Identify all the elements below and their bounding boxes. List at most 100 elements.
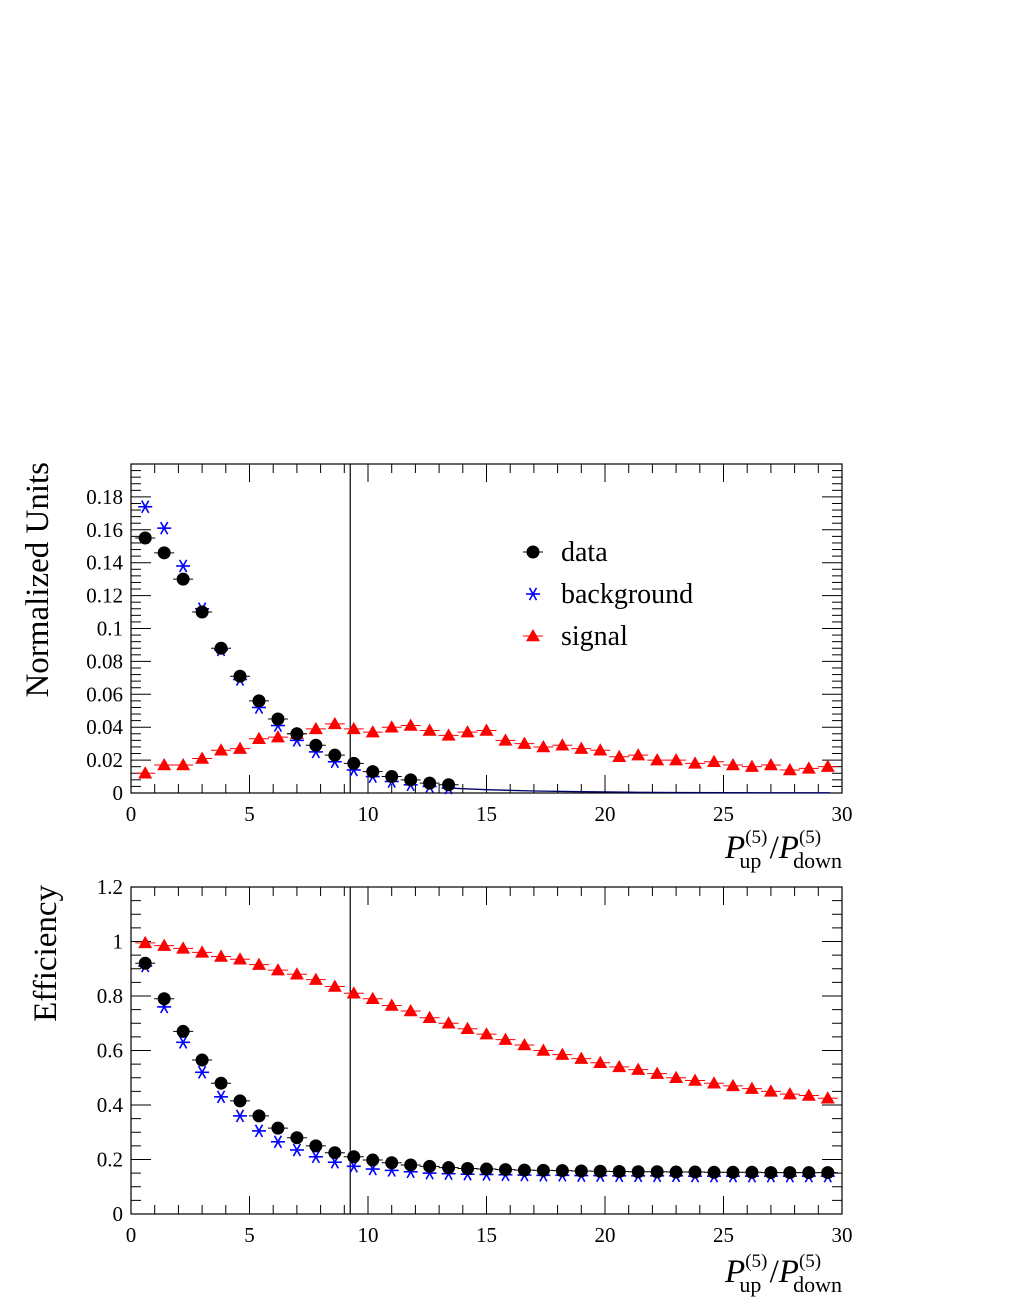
p1-background-point [289,1143,304,1157]
p1-signal-point [801,1088,816,1101]
p0-signal-point [763,758,778,771]
p1-data-point [290,1131,304,1145]
p1-signal-point [631,1062,646,1075]
p0-signal-point [251,731,266,744]
p0-signal-point [650,753,665,766]
p1-signal-point [270,963,285,976]
p0-series-background [138,500,456,795]
p0-x-axis-title-part: down [793,848,842,873]
p0-x-axis-title-part: (5) [745,827,767,848]
p1-signal-point [744,1081,759,1094]
p0-signal-point [270,730,285,743]
p1-data-point [366,1153,380,1167]
p0-x-axis-title-part: P [724,830,745,866]
p1-data-point [309,1139,323,1153]
p1-background-point [214,1090,229,1104]
p0-signal-point [138,766,153,779]
p0-data-point [290,727,304,741]
p1-series-data [135,956,838,1180]
p0-y-tick-label: 0.18 [86,485,123,509]
p0-signal-point [801,761,816,774]
p1-data-point [783,1166,797,1180]
p1-data-point [442,1161,456,1175]
p0-y-tick-label: 0.1 [97,617,123,641]
p1-series-background [138,959,835,1183]
p0-x-axis-title-part: up [739,848,761,873]
p1-background-point [176,1035,191,1049]
p1-signal-point [650,1066,665,1079]
p0-signal-point [574,741,589,754]
p1-signal-point [365,991,380,1004]
p1-data-point [726,1165,740,1179]
p0-data-point [157,546,171,560]
p0-signal-point [782,762,797,776]
p1-x-axis-title-part: P [778,1254,799,1290]
p0-y-tick-label: 0.06 [86,682,123,706]
p1-background-point-stroke [311,1150,321,1164]
p0-signal-point [460,725,475,738]
p0-data-point [271,712,285,726]
p1-x-axis-title-part: up [739,1272,761,1297]
p1-signal-point [574,1051,589,1064]
p1-x-axis-title-part: / [761,1254,779,1290]
p1-signal-point [669,1070,684,1083]
p0-signal-point [517,736,532,749]
p0-data-point [366,765,380,779]
p0-signal-point [669,753,684,766]
p1-signal-point [782,1087,797,1100]
p0-legend-label-data: data [561,537,608,568]
p1-signal-point [138,935,153,949]
p1-x-axis-title-part: P [724,1254,745,1290]
p1-signal-point [346,986,361,999]
p1-x-axis-title: P(5) up /P(5) down [724,1251,842,1297]
p0-data-point [347,756,361,770]
p1-signal-point [176,941,191,954]
p0-signal-point [820,759,835,772]
p0-background-tail-line [448,787,831,794]
p1-data-point [631,1165,645,1179]
p0-signal-point [176,758,191,771]
p0-background-point [176,559,191,573]
p1-signal-point [725,1078,740,1092]
p0-data-point [404,773,418,787]
p0-data-point [423,776,437,790]
p0-data-point [252,694,266,708]
p1-data-point [252,1109,266,1123]
p0-signal-point [195,751,210,764]
p1-signal-point [289,967,304,980]
p0-signal-point [498,733,513,746]
p0-y-axis-title: Normalized Units [20,462,56,698]
p0-y-tick-label: 0 [113,781,124,805]
p0-legend-marker-background [526,587,540,601]
p0-x-tick-label: 10 [358,802,379,826]
p0-signal-point [384,720,399,733]
p1-x-axis-title-part: (5) [799,1251,821,1272]
p0-y-tick-label: 0.04 [86,715,123,739]
p0-legend-label-background: background [561,579,693,610]
p0-signal-point [403,718,418,731]
p1-data-point [612,1164,626,1178]
p1-signal-point [233,952,248,965]
p1-y-tick-label: 0 [113,1202,124,1226]
p1-background-point-stroke [273,1135,283,1149]
p0-signal-point [555,738,570,751]
p1-background-point [270,1135,285,1149]
p1-y-tick-label: 1 [113,930,124,954]
p1-data-point [461,1161,475,1175]
top-panel-normalized-units: 0 5 10 15 20 25 30 0 0.02 0.04 0.06 0.08 0.1 0.12 0.14… [20,462,853,873]
p1-signal-point [422,1010,437,1024]
p1-signal-point [308,972,323,985]
p0-legend-marker-data [526,545,540,559]
p1-data-point [498,1163,512,1177]
p0-signal-point [308,721,323,735]
p0-signal-point [422,723,437,736]
p0-data-point [195,605,209,619]
p0-background-point-stroke [178,559,188,573]
p0-signal-point [365,725,380,738]
p0-signal-point [536,739,551,753]
p0-legend-marker-signal [526,629,540,642]
p1-y-tick-label: 1.2 [97,875,123,899]
p1-background-point [251,1124,266,1138]
p0-signal-point [157,758,172,771]
